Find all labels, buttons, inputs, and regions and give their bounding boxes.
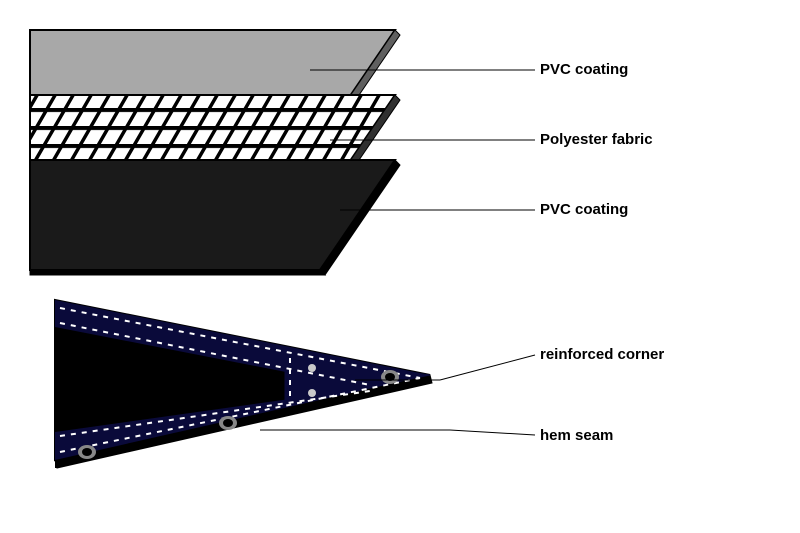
tarp-corner — [55, 300, 432, 468]
material-layers-diagram — [0, 0, 800, 533]
grommet-icon — [78, 445, 96, 459]
layer-pvc-bottom — [30, 160, 400, 275]
label-reinforced-corner: reinforced corner — [540, 346, 664, 363]
label-polyester: Polyester fabric — [540, 131, 653, 148]
label-hem-seam: hem seam — [540, 427, 613, 444]
grommet-icon — [381, 370, 399, 384]
label-pvc-bottom: PVC coating — [540, 201, 628, 218]
label-pvc-top: PVC coating — [540, 61, 628, 78]
grommet-icon — [219, 416, 237, 430]
